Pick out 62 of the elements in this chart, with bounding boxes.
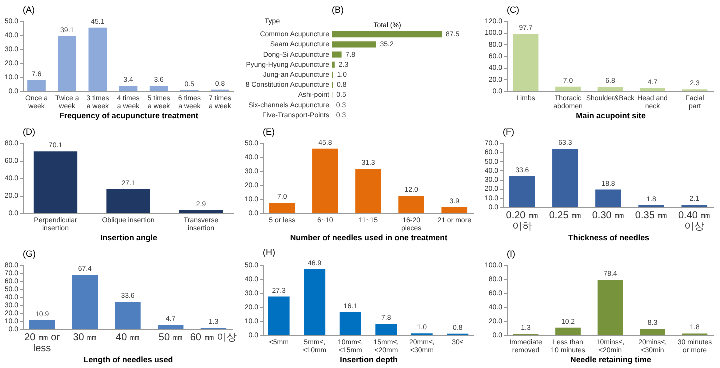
- x-tick-label: 30 ㎜: [73, 332, 98, 344]
- chart-title: (A): [23, 5, 35, 15]
- bar: [28, 80, 46, 91]
- bar: [640, 329, 666, 335]
- bar: [596, 190, 622, 207]
- chart-title: (B): [332, 5, 344, 15]
- bar: [304, 269, 326, 335]
- x-axis-title: Needle retaining time: [570, 356, 652, 364]
- x-tick-label: 0.35 ㎜: [635, 210, 668, 222]
- chart-title: (F): [503, 127, 514, 137]
- bar: [88, 28, 108, 91]
- bar: [312, 148, 338, 213]
- bar: [332, 32, 442, 38]
- bar: [158, 325, 184, 329]
- bar: [29, 320, 56, 329]
- chart-title: (I): [507, 249, 516, 259]
- bar: [332, 42, 376, 48]
- bar: [509, 176, 536, 207]
- bar: [442, 208, 468, 213]
- bar: [119, 86, 138, 91]
- chart-title: (G): [23, 249, 36, 259]
- bar: [556, 86, 581, 91]
- bar: [115, 302, 141, 329]
- bar: [598, 280, 624, 335]
- x-tick-label: 0.30 ㎜: [592, 210, 625, 222]
- bar: [150, 86, 168, 91]
- bar: [556, 328, 581, 335]
- bar: [268, 296, 290, 335]
- bar: [356, 169, 382, 213]
- chart-title: (H): [263, 247, 276, 258]
- x-axis-title: Insertion angle: [100, 234, 158, 242]
- x-tick-label: 0.25 ㎜: [549, 210, 582, 222]
- bar: [598, 87, 624, 91]
- bar: [398, 196, 424, 213]
- bar: [332, 52, 342, 58]
- chart-title: (C): [507, 5, 520, 15]
- bar: [332, 62, 335, 68]
- x-axis-title: Thickness of needles: [568, 234, 650, 242]
- bar: [552, 149, 578, 207]
- bar: [72, 275, 98, 329]
- bar: [58, 36, 77, 91]
- x-axis-title: Number of needles used in one treatment: [290, 234, 448, 242]
- x-axis-title: Insertion depth: [340, 356, 398, 364]
- chart-title: (E): [263, 126, 275, 137]
- bar: [340, 312, 362, 335]
- chart-title: (D): [23, 127, 36, 137]
- x-tick-label: 60 ㎜ 이상: [190, 332, 238, 344]
- bar: [513, 34, 539, 91]
- bar: [269, 203, 296, 213]
- x-tick-label: 50 ㎜: [158, 332, 183, 344]
- x-axis-title: Main acupoint site: [576, 112, 646, 120]
- bar: [106, 189, 150, 213]
- x-tick-label: 0.20 ㎜ 이하: [506, 210, 539, 232]
- x-axis-title: Frequency of acupuncture treatment: [59, 112, 199, 120]
- bar: [640, 88, 666, 91]
- bar: [34, 152, 78, 213]
- x-tick-label: 0.40 ㎜ 이상: [678, 210, 711, 232]
- x-tick-label: 40 ㎜: [116, 332, 140, 344]
- x-tick-label: 20 ㎜ or less: [24, 332, 61, 354]
- x-axis-title: Length of needles used: [84, 356, 174, 364]
- bar: [179, 210, 224, 213]
- bar: [376, 324, 398, 335]
